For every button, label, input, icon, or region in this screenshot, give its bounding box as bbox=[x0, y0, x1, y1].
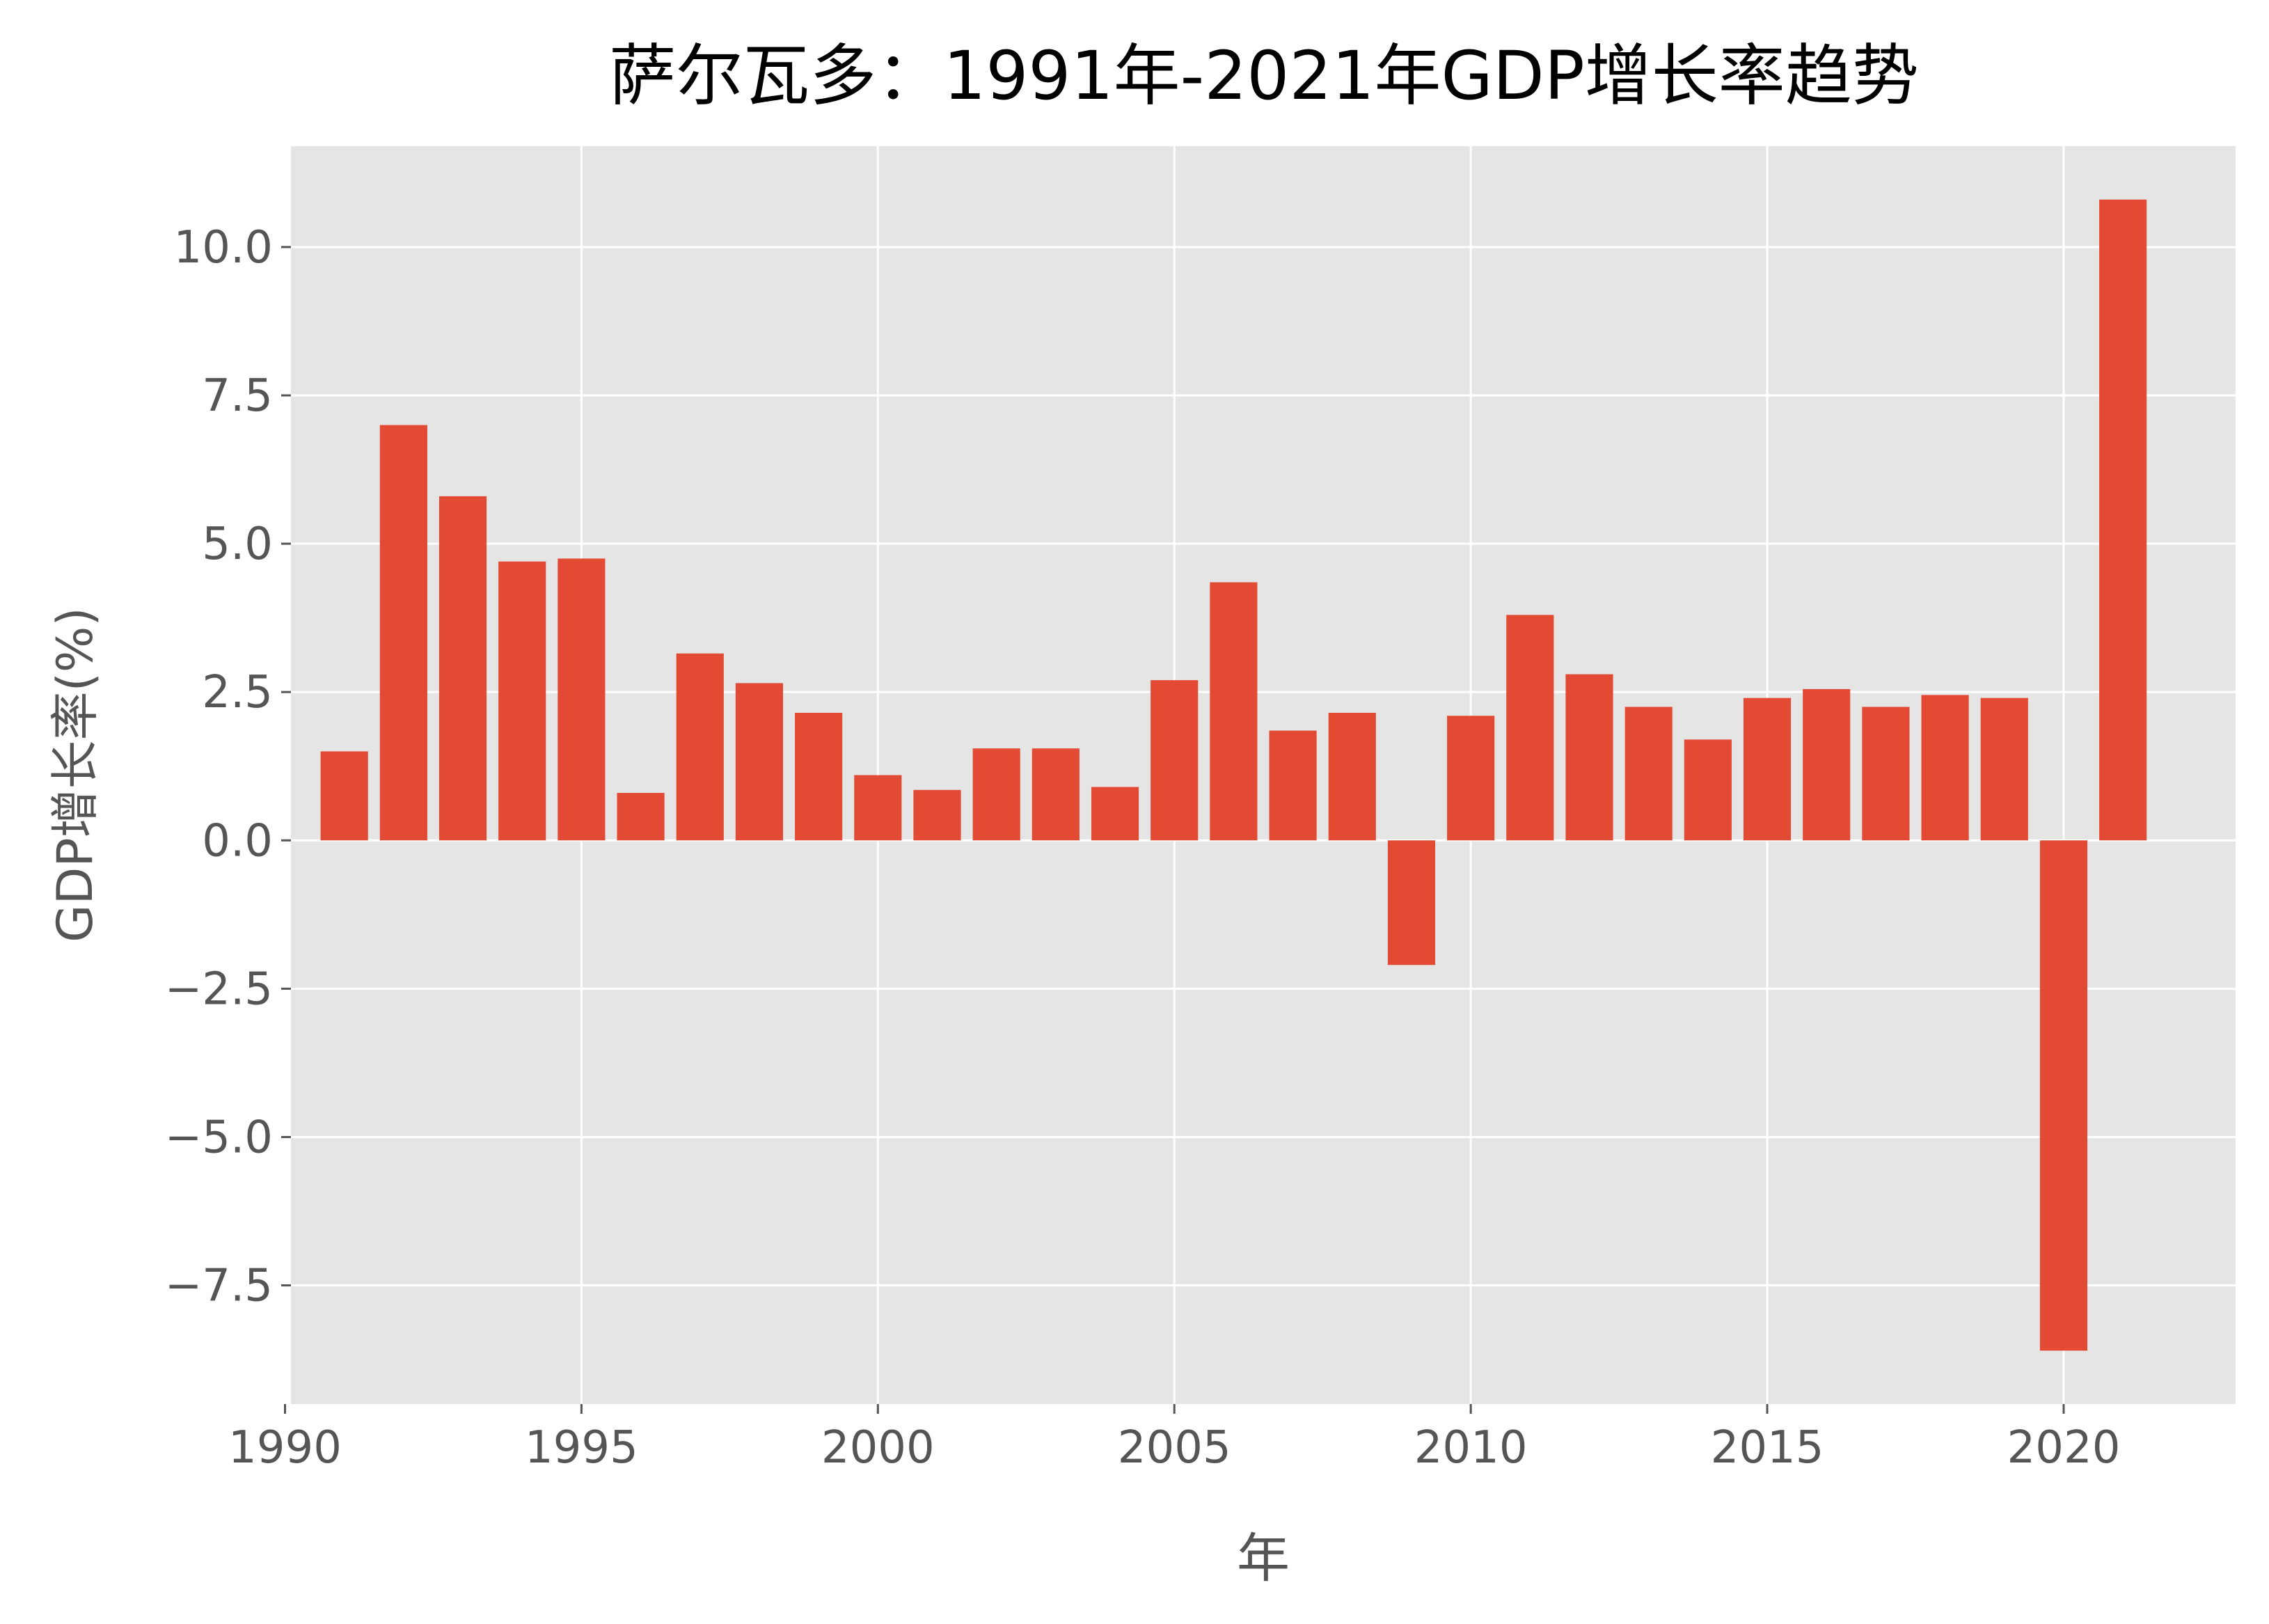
bar-2004 bbox=[1091, 787, 1139, 841]
x-tick-label: 2010 bbox=[1414, 1422, 1528, 1474]
bar-2012 bbox=[1565, 674, 1613, 841]
plot-area bbox=[291, 146, 2236, 1404]
bar-1991 bbox=[320, 751, 368, 841]
bar-1997 bbox=[676, 653, 724, 841]
y-tick-label: 0.0 bbox=[202, 815, 273, 867]
bar-2003 bbox=[1031, 748, 1080, 841]
bar-2011 bbox=[1506, 615, 1554, 841]
bar-1992 bbox=[379, 425, 427, 841]
bar-2006 bbox=[1210, 582, 1258, 841]
x-tick-label: 2005 bbox=[1118, 1422, 1231, 1474]
bar-1995 bbox=[558, 558, 606, 841]
bar-2001 bbox=[913, 789, 961, 841]
bar-2021 bbox=[2099, 199, 2147, 841]
bar-2007 bbox=[1269, 730, 1317, 841]
bar-1993 bbox=[438, 496, 487, 841]
bar-1998 bbox=[735, 683, 784, 841]
y-tick-label: −2.5 bbox=[165, 963, 273, 1015]
x-axis-label: 年 bbox=[1237, 1527, 1290, 1589]
bar-2009 bbox=[1387, 840, 1436, 965]
bar-1996 bbox=[617, 793, 665, 841]
y-tick-label: −5.0 bbox=[165, 1112, 273, 1163]
bar-2000 bbox=[854, 775, 902, 841]
bar-2002 bbox=[972, 748, 1020, 841]
y-tick-label: 2.5 bbox=[202, 667, 273, 718]
y-tick-label: 7.5 bbox=[202, 370, 273, 422]
x-axis-ticks: 1990 1995 2000 2005 2010 2015 2020 bbox=[228, 1404, 2120, 1474]
bar-2014 bbox=[1684, 739, 1732, 841]
bar-1994 bbox=[498, 561, 546, 841]
y-axis-ticks: −7.5 −5.0 −2.5 0.0 2.5 5.0 7.5 10.0 bbox=[165, 222, 291, 1312]
y-axis-label: GDP增长率(%) bbox=[47, 607, 104, 943]
bar-2015 bbox=[1743, 697, 1792, 841]
x-tick-label: 1995 bbox=[525, 1422, 638, 1474]
bar-2018 bbox=[1921, 695, 1969, 841]
grid bbox=[283, 146, 2236, 1404]
y-tick-label: 5.0 bbox=[202, 519, 273, 570]
x-tick-label: 2000 bbox=[821, 1422, 935, 1474]
bar-2017 bbox=[1862, 707, 1910, 841]
bar-2020 bbox=[2039, 840, 2088, 1351]
x-tick-label: 2020 bbox=[2007, 1422, 2121, 1474]
bar-2013 bbox=[1624, 707, 1673, 841]
x-tick-label: 2015 bbox=[1711, 1422, 1824, 1474]
bar-1999 bbox=[795, 713, 843, 841]
bars bbox=[320, 199, 2147, 1351]
y-tick-label: −7.5 bbox=[165, 1261, 273, 1312]
y-tick-label: 10.0 bbox=[174, 222, 274, 274]
bar-2005 bbox=[1151, 680, 1199, 841]
bar-2016 bbox=[1803, 688, 1851, 841]
bar-2010 bbox=[1447, 716, 1495, 841]
chart-title: 萨尔瓦多：1991年-2021年GDP增长率趋势 bbox=[609, 37, 1918, 115]
bar-2008 bbox=[1328, 713, 1376, 841]
x-tick-label: 1990 bbox=[228, 1422, 342, 1474]
bar-2019 bbox=[1980, 697, 2028, 841]
